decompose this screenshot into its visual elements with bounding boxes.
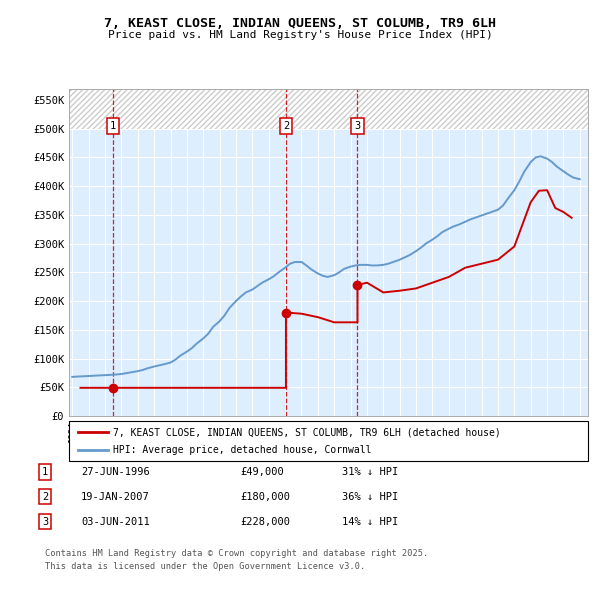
Text: HPI: Average price, detached house, Cornwall: HPI: Average price, detached house, Corn… [113,445,371,455]
Text: £49,000: £49,000 [240,467,284,477]
Text: 31% ↓ HPI: 31% ↓ HPI [342,467,398,477]
Text: 2: 2 [283,121,289,131]
Text: £228,000: £228,000 [240,517,290,526]
Text: 36% ↓ HPI: 36% ↓ HPI [342,492,398,502]
Text: Contains HM Land Registry data © Crown copyright and database right 2025.: Contains HM Land Registry data © Crown c… [45,549,428,558]
Text: 14% ↓ HPI: 14% ↓ HPI [342,517,398,526]
Text: Price paid vs. HM Land Registry's House Price Index (HPI): Price paid vs. HM Land Registry's House … [107,30,493,40]
Text: 7, KEAST CLOSE, INDIAN QUEENS, ST COLUMB, TR9 6LH: 7, KEAST CLOSE, INDIAN QUEENS, ST COLUMB… [104,17,496,30]
Text: 2: 2 [42,492,48,502]
Text: 19-JAN-2007: 19-JAN-2007 [81,492,150,502]
Text: 7, KEAST CLOSE, INDIAN QUEENS, ST COLUMB, TR9 6LH (detached house): 7, KEAST CLOSE, INDIAN QUEENS, ST COLUMB… [113,428,500,438]
Text: 3: 3 [42,517,48,526]
Text: This data is licensed under the Open Government Licence v3.0.: This data is licensed under the Open Gov… [45,562,365,571]
Text: 1: 1 [110,121,116,131]
Text: 27-JUN-1996: 27-JUN-1996 [81,467,150,477]
Text: 03-JUN-2011: 03-JUN-2011 [81,517,150,526]
Text: £180,000: £180,000 [240,492,290,502]
Text: 3: 3 [355,121,361,131]
Text: 1: 1 [42,467,48,477]
